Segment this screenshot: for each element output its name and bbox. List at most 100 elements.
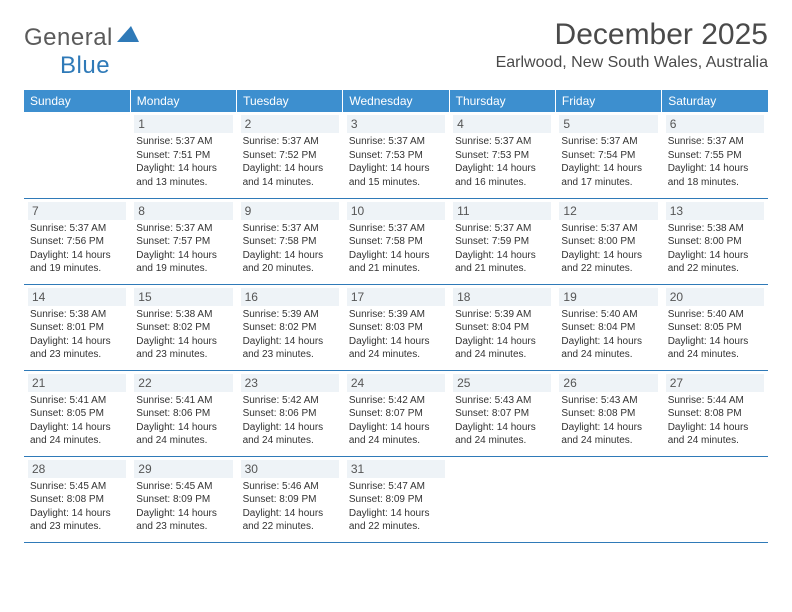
location: Earlwood, New South Wales, Australia xyxy=(496,54,768,72)
day-number: 3 xyxy=(347,115,445,133)
day-cell: 14 Sunrise: 5:38 AMSunset: 8:01 PMDayligh… xyxy=(24,284,130,370)
day-info: Sunrise: 5:47 AMSunset: 8:09 PMDaylight:… xyxy=(347,480,445,534)
empty-day-cell: . xyxy=(555,456,661,542)
day-info: Sunrise: 5:38 AMSunset: 8:01 PMDaylight:… xyxy=(28,308,126,362)
day-info: Sunrise: 5:38 AMSunset: 8:02 PMDaylight:… xyxy=(134,308,232,362)
day-info: Sunrise: 5:45 AMSunset: 8:08 PMDaylight:… xyxy=(28,480,126,534)
day-cell: 16 Sunrise: 5:39 AMSunset: 8:02 PMDayligh… xyxy=(237,284,343,370)
day-info: Sunrise: 5:39 AMSunset: 8:02 PMDaylight:… xyxy=(241,308,339,362)
day-number: 19 xyxy=(559,288,657,306)
day-info: Sunrise: 5:37 AMSunset: 7:58 PMDaylight:… xyxy=(347,222,445,276)
calendar-row: 14 Sunrise: 5:38 AMSunset: 8:01 PMDayligh… xyxy=(24,284,768,370)
day-cell: 12 Sunrise: 5:37 AMSunset: 8:00 PMDayligh… xyxy=(555,198,661,284)
day-info: Sunrise: 5:38 AMSunset: 8:00 PMDaylight:… xyxy=(666,222,764,276)
day-cell: 18Sunrise: 5:39 AMSunset: 8:04 PMDayligh… xyxy=(449,284,555,370)
day-cell: 3Sunrise: 5:37 AMSunset: 7:53 PMDaylight… xyxy=(343,112,449,198)
day-number: 15 xyxy=(134,288,232,306)
day-cell: 10 Sunrise: 5:37 AMSunset: 7:58 PMDayligh… xyxy=(343,198,449,284)
calendar-row: 21 Sunrise: 5:41 AMSunset: 8:05 PMDayligh… xyxy=(24,370,768,456)
day-cell: 27Sunrise: 5:44 AMSunset: 8:08 PMDayligh… xyxy=(662,370,768,456)
day-cell: 1 Sunrise: 5:37 AMSunset: 7:51 PMDaylight… xyxy=(130,112,236,198)
day-number: 20 xyxy=(666,288,764,306)
empty-day-cell: . xyxy=(449,456,555,542)
day-cell: 19 Sunrise: 5:40 AMSunset: 8:04 PMDayligh… xyxy=(555,284,661,370)
day-number: 17 xyxy=(347,288,445,306)
logo-text-2: Blue xyxy=(60,52,110,79)
calendar-table: SundayMondayTuesdayWednesdayThursdayFrid… xyxy=(24,90,768,543)
day-number: 5 xyxy=(559,115,657,133)
day-cell: 17 Sunrise: 5:39 AMSunset: 8:03 PMDayligh… xyxy=(343,284,449,370)
weekday-header-row: SundayMondayTuesdayWednesdayThursdayFrid… xyxy=(24,90,768,112)
day-cell: 6Sunrise: 5:37 AMSunset: 7:55 PMDaylight… xyxy=(662,112,768,198)
day-cell: 22 Sunrise: 5:41 AMSunset: 8:06 PMDayligh… xyxy=(130,370,236,456)
month-title: December 2025 xyxy=(496,18,768,52)
day-number: 12 xyxy=(559,202,657,220)
day-number: 31 xyxy=(347,460,445,478)
day-info: Sunrise: 5:37 AMSunset: 7:51 PMDaylight:… xyxy=(134,135,232,189)
weekday-header: Wednesday xyxy=(343,90,449,112)
logo-triangle-icon xyxy=(117,26,139,47)
weekday-header: Saturday xyxy=(662,90,768,112)
day-info: Sunrise: 5:37 AMSunset: 8:00 PMDaylight:… xyxy=(559,222,657,276)
day-number: 11 xyxy=(453,202,551,220)
title-block: December 2025 Earlwood, New South Wales,… xyxy=(496,18,768,72)
weekday-header: Tuesday xyxy=(237,90,343,112)
day-info: Sunrise: 5:46 AMSunset: 8:09 PMDaylight:… xyxy=(241,480,339,534)
day-number: 28 xyxy=(28,460,126,478)
weekday-header: Sunday xyxy=(24,90,130,112)
day-number: 10 xyxy=(347,202,445,220)
calendar-row: 28 Sunrise: 5:45 AMSunset: 8:08 PMDayligh… xyxy=(24,456,768,542)
day-cell: 28 Sunrise: 5:45 AMSunset: 8:08 PMDayligh… xyxy=(24,456,130,542)
day-info: Sunrise: 5:37 AMSunset: 7:57 PMDaylight:… xyxy=(134,222,232,276)
day-cell: 4Sunrise: 5:37 AMSunset: 7:53 PMDaylight… xyxy=(449,112,555,198)
day-number: 21 xyxy=(28,374,126,392)
day-cell: 15 Sunrise: 5:38 AMSunset: 8:02 PMDayligh… xyxy=(130,284,236,370)
day-cell: 2 Sunrise: 5:37 AMSunset: 7:52 PMDaylight… xyxy=(237,112,343,198)
day-info: Sunrise: 5:43 AMSunset: 8:07 PMDaylight:… xyxy=(453,394,551,448)
day-cell: 21 Sunrise: 5:41 AMSunset: 8:05 PMDayligh… xyxy=(24,370,130,456)
day-cell: 13Sunrise: 5:38 AMSunset: 8:00 PMDayligh… xyxy=(662,198,768,284)
logo-text-1: General xyxy=(24,24,113,52)
day-cell: 11Sunrise: 5:37 AMSunset: 7:59 PMDayligh… xyxy=(449,198,555,284)
day-info: Sunrise: 5:37 AMSunset: 7:54 PMDaylight:… xyxy=(559,135,657,189)
day-number: 1 xyxy=(134,115,232,133)
day-cell: 24Sunrise: 5:42 AMSunset: 8:07 PMDayligh… xyxy=(343,370,449,456)
day-number: 22 xyxy=(134,374,232,392)
day-info: Sunrise: 5:45 AMSunset: 8:09 PMDaylight:… xyxy=(134,480,232,534)
empty-day-cell: . xyxy=(662,456,768,542)
day-info: Sunrise: 5:41 AMSunset: 8:05 PMDaylight:… xyxy=(28,394,126,448)
day-number: 7 xyxy=(28,202,126,220)
day-info: Sunrise: 5:37 AMSunset: 7:52 PMDaylight:… xyxy=(241,135,339,189)
day-info: Sunrise: 5:39 AMSunset: 8:03 PMDaylight:… xyxy=(347,308,445,362)
day-cell: 9Sunrise: 5:37 AMSunset: 7:58 PMDaylight… xyxy=(237,198,343,284)
day-cell: 26Sunrise: 5:43 AMSunset: 8:08 PMDayligh… xyxy=(555,370,661,456)
day-info: Sunrise: 5:40 AMSunset: 8:04 PMDaylight:… xyxy=(559,308,657,362)
day-number: 2 xyxy=(241,115,339,133)
day-info: Sunrise: 5:37 AMSunset: 7:58 PMDaylight:… xyxy=(241,222,339,276)
day-number: 25 xyxy=(453,374,551,392)
day-cell: 23Sunrise: 5:42 AMSunset: 8:06 PMDayligh… xyxy=(237,370,343,456)
day-info: Sunrise: 5:37 AMSunset: 7:56 PMDaylight:… xyxy=(28,222,126,276)
day-cell: 30Sunrise: 5:46 AMSunset: 8:09 PMDayligh… xyxy=(237,456,343,542)
calendar-row: 7 Sunrise: 5:37 AMSunset: 7:56 PMDaylight… xyxy=(24,198,768,284)
day-cell: 7 Sunrise: 5:37 AMSunset: 7:56 PMDaylight… xyxy=(24,198,130,284)
day-info: Sunrise: 5:43 AMSunset: 8:08 PMDaylight:… xyxy=(559,394,657,448)
day-cell: 8 Sunrise: 5:37 AMSunset: 7:57 PMDaylight… xyxy=(130,198,236,284)
day-number: 14 xyxy=(28,288,126,306)
weekday-header: Monday xyxy=(130,90,236,112)
day-cell: 5 Sunrise: 5:37 AMSunset: 7:54 PMDaylight… xyxy=(555,112,661,198)
day-info: Sunrise: 5:41 AMSunset: 8:06 PMDaylight:… xyxy=(134,394,232,448)
day-number: 16 xyxy=(241,288,339,306)
weekday-header: Thursday xyxy=(449,90,555,112)
day-info: Sunrise: 5:39 AMSunset: 8:04 PMDaylight:… xyxy=(453,308,551,362)
day-number: 8 xyxy=(134,202,232,220)
day-info: Sunrise: 5:40 AMSunset: 8:05 PMDaylight:… xyxy=(666,308,764,362)
empty-day-cell: . xyxy=(24,112,130,198)
day-cell: 31 Sunrise: 5:47 AMSunset: 8:09 PMDayligh… xyxy=(343,456,449,542)
weekday-header: Friday xyxy=(555,90,661,112)
day-cell: 25 Sunrise: 5:43 AMSunset: 8:07 PMDayligh… xyxy=(449,370,555,456)
day-info: Sunrise: 5:44 AMSunset: 8:08 PMDaylight:… xyxy=(666,394,764,448)
day-number: 24 xyxy=(347,374,445,392)
day-info: Sunrise: 5:37 AMSunset: 7:55 PMDaylight:… xyxy=(666,135,764,189)
day-cell: 29Sunrise: 5:45 AMSunset: 8:09 PMDayligh… xyxy=(130,456,236,542)
